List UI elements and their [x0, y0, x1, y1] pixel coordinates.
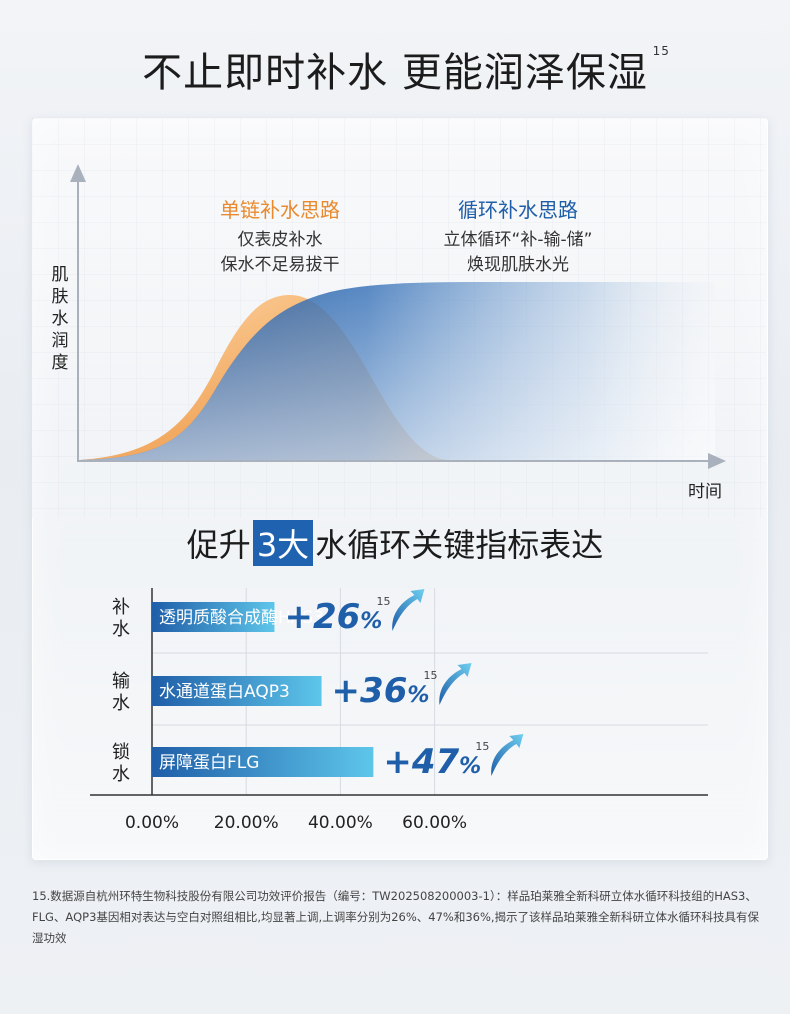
circulation-title: 循环补水思路: [458, 198, 578, 222]
group-label: 补水: [112, 597, 130, 640]
bar-value-label: +36%: [332, 671, 430, 711]
x-tick-label: 40.00%: [308, 813, 373, 833]
concept-chart: 肌肤水润度 时间 单链补水思路 仅表皮补水 保水不足易拔干 循环补水思路 立体循…: [52, 164, 726, 502]
headline: 不止即时补水 更能润泽保湿 15: [0, 40, 790, 98]
section-title-after: 水循环关键指标表达: [315, 526, 604, 564]
x-tick-label: 0.00%: [125, 813, 179, 833]
section-title: 促升 3大 水循环关键指标表达: [0, 520, 790, 566]
bar-value-number: +36: [332, 671, 408, 711]
bar-value-number: +47: [383, 742, 459, 782]
bar-value-percent: %: [459, 754, 481, 779]
group-label: 输水: [112, 671, 130, 714]
content-panel: [32, 118, 768, 860]
trend-up-arrow-icon: [439, 663, 472, 705]
headline-text: 不止即时补水 更能润泽保湿: [142, 50, 648, 96]
concept-ylabel: 肌肤水润度: [52, 265, 69, 373]
single-chain-line-2: 保水不足易拔干: [221, 255, 340, 275]
bar-chart: 0.00% 20.00% 40.00% 60.00%补水透明质酸合成酶HAS3+26%…: [90, 588, 708, 833]
circulation-line-2: 焕现肌肤水光: [467, 255, 569, 275]
bar-category-label: 透明质酸合成酶HAS3: [159, 608, 324, 628]
concept-xlabel: 时间: [688, 482, 722, 502]
section-title-highlight: 3大: [252, 520, 314, 566]
bar-footnote-ref: 15: [376, 595, 390, 608]
trend-up-arrow-icon: [491, 734, 524, 776]
concept-ylabel-char: 水: [52, 309, 69, 329]
bar-footnote-ref: 15: [475, 740, 489, 753]
bar-category-label: 屏障蛋白FLG: [159, 753, 259, 773]
concept-ylabel-char: 肌: [52, 265, 69, 285]
bar-value-label: +26%: [284, 597, 382, 637]
footnote: 15.数据源自杭州环特生物科技股份有限公司功效评价报告（编号：TW2025082…: [32, 889, 760, 945]
single-chain-line-1: 仅表皮补水: [238, 230, 323, 250]
group-label: 锁水: [112, 742, 130, 785]
bar: [152, 676, 322, 706]
concept-ylabel-char: 肤: [52, 287, 69, 307]
bar: [152, 747, 374, 777]
bar: [152, 602, 275, 632]
single-chain-title: 单链补水思路: [220, 198, 340, 222]
concept-ylabel-char: 润: [52, 331, 69, 351]
bar-category-label: 水通道蛋白AQP3: [159, 682, 290, 702]
group-label-char: 锁: [112, 742, 130, 763]
group-label-char: 水: [112, 764, 130, 785]
group-label-char: 水: [112, 619, 130, 640]
headline-footnote-ref: 15: [652, 44, 670, 58]
trend-up-arrow-icon: [392, 589, 425, 631]
bar-value-label: +47%: [383, 742, 481, 782]
circulation-line-1: 立体循环“补-输-储”: [444, 230, 593, 250]
group-label-char: 水: [112, 693, 130, 714]
bar-value-percent: %: [407, 683, 429, 708]
x-tick-label: 60.00%: [402, 813, 467, 833]
x-tick-label: 20.00%: [214, 813, 279, 833]
group-label-char: 输: [112, 671, 130, 692]
section-title-before: 促升: [186, 526, 251, 564]
bar-value-number: +26: [284, 597, 360, 637]
concept-ylabel-char: 度: [52, 353, 69, 373]
group-label-char: 补: [112, 597, 130, 618]
bar-footnote-ref: 15: [424, 669, 438, 682]
bar-value-percent: %: [360, 609, 382, 634]
